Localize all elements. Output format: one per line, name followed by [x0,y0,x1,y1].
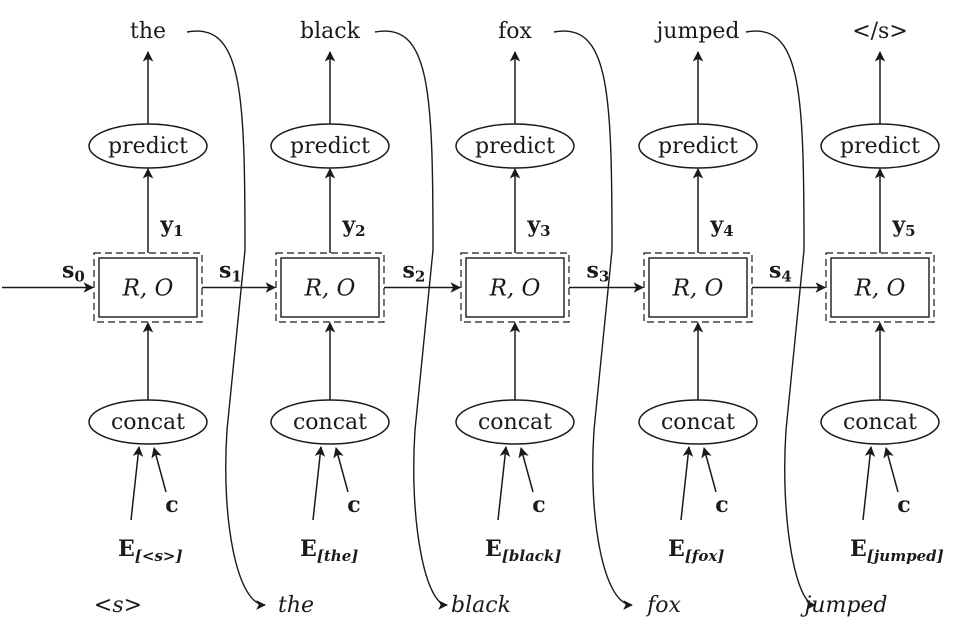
output-vector-label: y3 [526,212,550,240]
embedding-to-concat-arrow [130,445,144,521]
state-label: s2 [403,258,426,286]
concat-node [455,399,575,445]
embedding-to-concat-arrow [312,445,326,521]
embedding-label: E[fox] [668,536,724,565]
embedding-label: E[black] [485,536,561,565]
output-vector-label: y2 [341,212,365,240]
context-to-concat-arrow [333,446,349,493]
input-word: <s> [94,593,142,618]
concat-node [270,399,390,445]
feedback-curve [374,30,448,610]
embedding-label: E[the] [300,536,358,565]
input-word: the [278,593,314,618]
rnn-cell-label: R, O [489,276,541,302]
feedback-curve [186,30,266,610]
predict-label: predict [290,134,370,159]
rnn-cell-label: R, O [122,276,174,302]
embedding-label: E[jumped] [850,536,944,565]
concat-node [88,399,208,445]
predict-label: predict [658,134,738,159]
context-label: c [532,492,545,518]
context-to-concat-arrow [701,446,717,493]
timestep-column: </s> predict y5 R, O concat c E[jumped] jumped [799,19,943,618]
input-word: jumped [799,593,887,618]
concat-label: concat [111,410,185,435]
context-label: c [165,492,178,518]
output-vector-label: y1 [159,212,183,240]
embedding-to-concat-arrow [680,445,694,521]
embedding-to-concat-arrow [497,445,511,521]
rnn-cell [465,257,565,318]
context-to-concat-arrow [151,446,167,493]
concat-label: concat [661,410,735,435]
output-word: the [130,19,166,44]
rnn-cell-label: R, O [854,276,906,302]
embedding-label: E[<s>] [118,536,183,565]
state-label: s4 [769,258,792,286]
input-word: fox [645,593,681,618]
timestep-column: black predict y2 R, O concat c E[the] the [270,19,390,618]
concat-label: concat [843,410,917,435]
context-label: c [347,492,360,518]
output-feedback-curves [186,30,816,610]
output-word: jumped [653,19,739,44]
state-label: s1 [219,258,242,286]
embedding-to-concat-arrow [862,445,876,521]
rnn-cell [648,257,748,318]
concat-label: concat [293,410,367,435]
timestep-column: the predict y1 R, O concat c E[<s>] <s> [88,19,208,618]
rnn-cell [280,257,380,318]
context-label: c [897,492,910,518]
concat-node [638,399,758,445]
predict-label: predict [840,134,920,159]
output-vector-label: y4 [709,212,733,240]
diagram-main-layer: the predict y1 R, O concat c E[<s>] <s> black pre… [2,19,944,618]
output-word: </s> [852,19,908,44]
timestep-column: fox predict y3 R, O concat c E[black] black [451,19,575,618]
concat-label: concat [478,410,552,435]
feedback-curve [745,30,816,610]
context-to-concat-arrow [883,446,899,493]
context-label: c [715,492,728,518]
output-word: black [300,19,361,44]
predict-label: predict [108,134,188,159]
state-label: s3 [587,258,610,286]
rnn-cell-label: R, O [672,276,724,302]
state-label: s0 [62,258,85,286]
rnn-cell [98,257,198,318]
predict-label: predict [475,134,555,159]
concat-node [820,399,940,445]
rnn-cell-label: R, O [304,276,356,302]
output-word: fox [498,19,532,44]
input-word: black [451,593,511,618]
output-vector-label: y5 [891,212,915,240]
timestep-column: jumped predict y4 R, O concat c E[fox] fox [638,19,758,618]
context-to-concat-arrow [518,446,534,493]
feedback-curve [553,30,633,610]
rnn-cell [830,257,930,318]
